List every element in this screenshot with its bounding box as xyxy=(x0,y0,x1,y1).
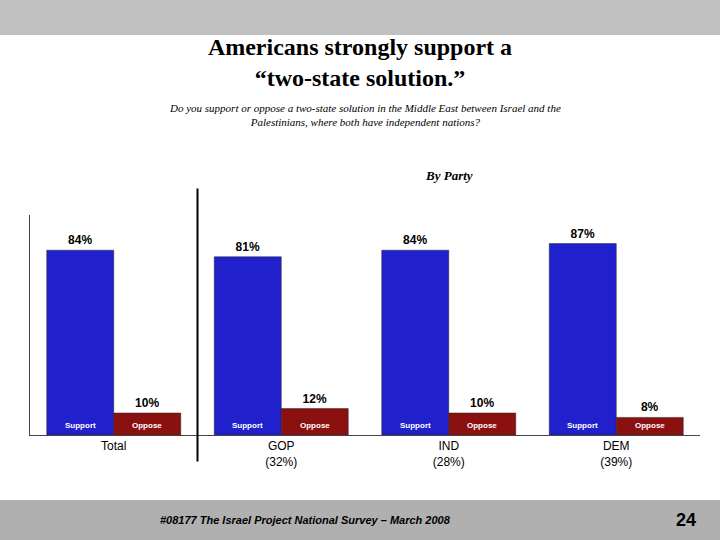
svg-text:IND(28%): IND(28%) xyxy=(433,439,465,469)
svg-text:10%: 10% xyxy=(135,396,159,410)
svg-text:Support: Support xyxy=(400,421,431,430)
svg-text:Total: Total xyxy=(101,439,126,453)
svg-text:Oppose: Oppose xyxy=(300,421,330,430)
svg-text:Americans strongly support a“t: Americans strongly support a“two-state s… xyxy=(208,34,512,91)
svg-text:By Party: By Party xyxy=(425,168,473,183)
svg-text:81%: 81% xyxy=(236,240,260,254)
svg-text:Support: Support xyxy=(567,421,598,430)
svg-text:8%: 8% xyxy=(641,400,659,414)
svg-text:87%: 87% xyxy=(571,227,595,241)
svg-text:#08177 The Israel Project Nati: #08177 The Israel Project National Surve… xyxy=(160,514,451,526)
svg-text:84%: 84% xyxy=(68,233,92,247)
svg-text:12%: 12% xyxy=(303,392,327,406)
svg-text:DEM(39%): DEM(39%) xyxy=(600,439,632,469)
svg-text:Oppose: Oppose xyxy=(132,421,162,430)
svg-text:GOP(32%): GOP(32%) xyxy=(265,439,297,469)
svg-text:Do you support or oppose a two: Do you support or oppose a two-state sol… xyxy=(169,102,561,128)
svg-text:84%: 84% xyxy=(403,233,427,247)
svg-text:Support: Support xyxy=(232,421,263,430)
svg-text:24: 24 xyxy=(676,510,696,530)
svg-text:10%: 10% xyxy=(470,396,494,410)
svg-text:Oppose: Oppose xyxy=(635,421,665,430)
svg-text:Oppose: Oppose xyxy=(467,421,497,430)
svg-text:Support: Support xyxy=(65,421,96,430)
